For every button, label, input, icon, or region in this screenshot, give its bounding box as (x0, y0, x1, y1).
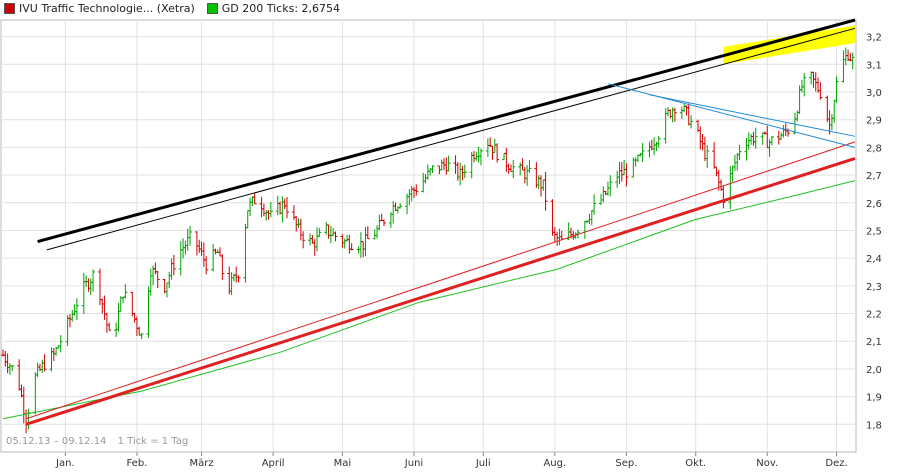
y-tick-label: 1,9 (866, 393, 882, 404)
chart-footer: 05.12.13 – 09.12.14 1 Tick = 1 Tag (6, 436, 188, 447)
x-tick-label: Feb. (126, 458, 147, 469)
legend-swatch-gd200 (206, 3, 218, 14)
legend-label-gd200: GD 200 Ticks: 2,6754 (221, 2, 341, 15)
legend: IVU Traffic Technologie... (Xetra) GD 20… (4, 2, 352, 15)
y-tick-label: 2,4 (866, 254, 882, 265)
plot-area (0, 19, 857, 453)
trendline (25, 157, 856, 426)
y-tick-label: 2,1 (866, 337, 882, 348)
y-tick-label: 3,1 (866, 60, 882, 71)
legend-item-gd200: GD 200 Ticks: 2,6754 (206, 2, 341, 15)
trendline (649, 94, 856, 137)
gd200-line (2, 180, 856, 420)
x-tick-label: Nov. (756, 458, 778, 469)
x-tick-label: Jan. (55, 458, 75, 469)
x-tick-label: Mai (334, 458, 352, 469)
highlight-band-shape (723, 25, 855, 65)
y-axis: 1,8 1,9 2,0 2,1 2,2 2,3 2,4 2,5 2,6 2,7 2,8 2,9 3,0 3… (866, 33, 882, 432)
ohlc-bars (1, 47, 855, 434)
trendline (37, 18, 856, 243)
x-axis: Jan. Feb. März April Mai Juni Juli Aug. Sep. Okt.… (55, 452, 848, 469)
y-tick-label: 3,2 (866, 33, 882, 44)
x-tick-label: Sep. (615, 458, 637, 469)
x-tick-label: April (262, 458, 285, 469)
x-tick-label: Juni (404, 458, 423, 469)
trendline (46, 27, 856, 251)
date-range: 05.12.13 – 09.12.14 (6, 436, 107, 447)
x-tick-label: Okt. (685, 458, 706, 469)
y-tick-label: 2,2 (866, 310, 882, 321)
trendline (25, 141, 856, 420)
legend-item-price: IVU Traffic Technologie... (Xetra) (4, 2, 195, 15)
grid (1, 20, 856, 452)
y-tick-label: 2,3 (866, 282, 882, 293)
trendline (607, 83, 856, 148)
x-tick-label: Aug. (543, 458, 566, 469)
y-tick-label: 2,9 (866, 116, 882, 127)
legend-swatch-price (4, 3, 15, 14)
y-tick-label: 2,5 (866, 226, 882, 237)
trend-lines (2, 18, 856, 426)
y-tick-label: 3,0 (866, 88, 882, 99)
tick-note: 1 Tick = 1 Tag (117, 436, 189, 447)
y-tick-label: 2,6 (866, 199, 882, 210)
legend-label-price: IVU Traffic Technologie... (Xetra) (19, 2, 195, 15)
y-tick-label: 2,0 (866, 365, 882, 376)
y-tick-label: 1,8 (866, 420, 882, 431)
x-tick-label: Juli (475, 458, 491, 469)
y-tick-label: 2,7 (866, 171, 882, 182)
y-tick-label: 2,8 (866, 143, 882, 154)
x-tick-label: März (190, 458, 214, 469)
x-tick-label: Dez. (825, 458, 847, 469)
highlight-band (723, 25, 855, 65)
